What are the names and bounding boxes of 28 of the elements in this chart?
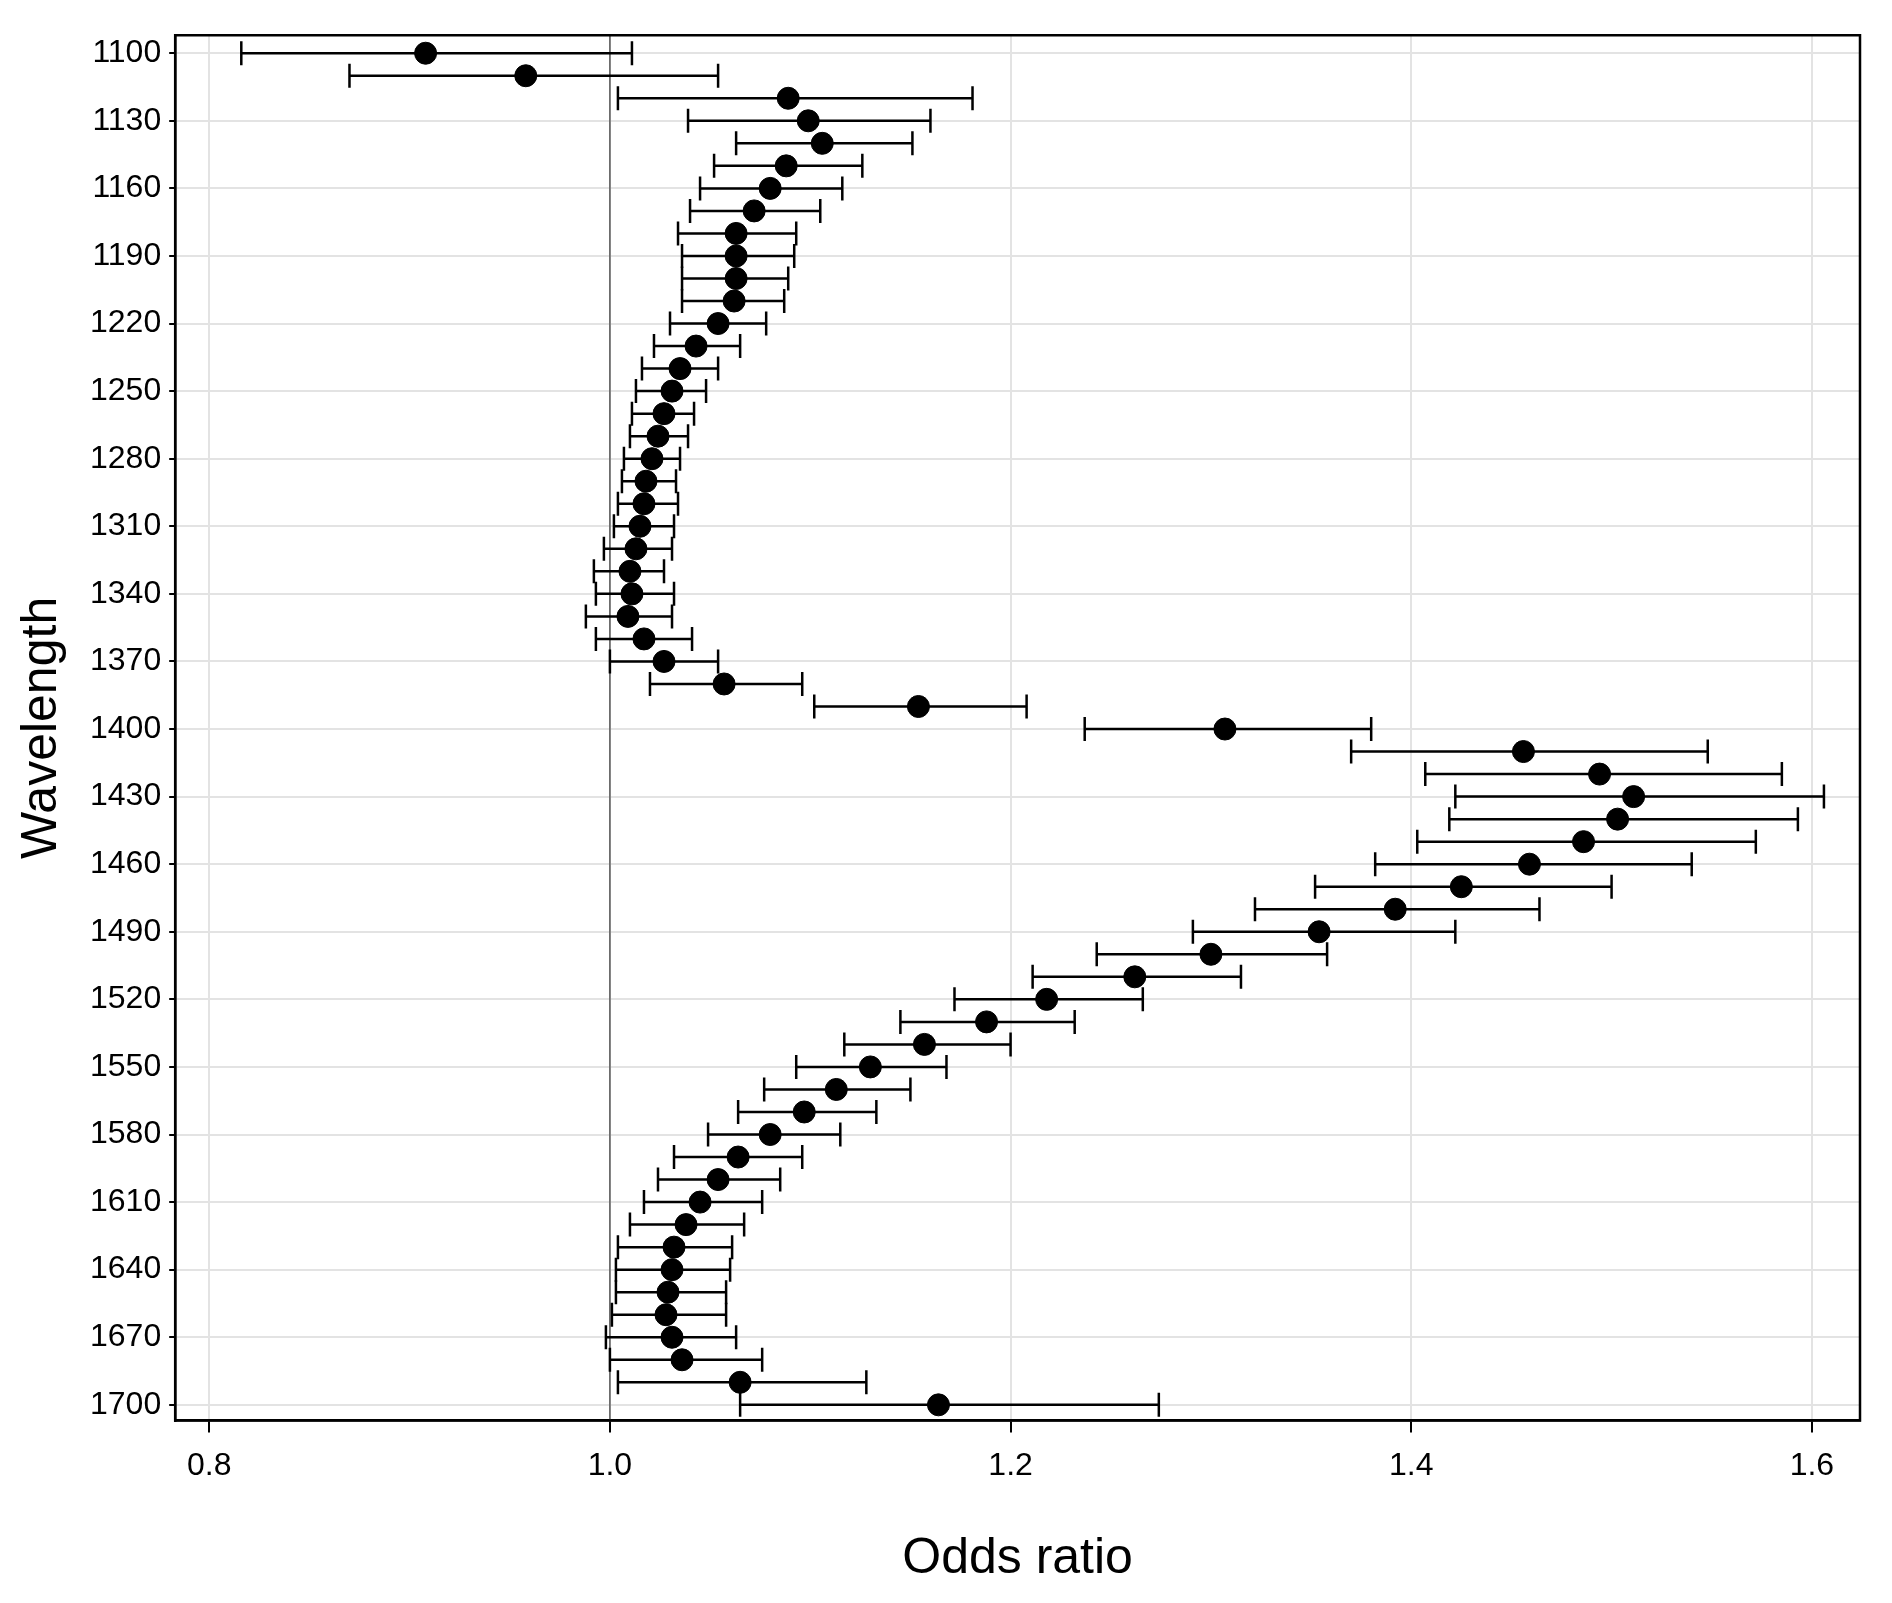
- y-tick-label: 1370: [90, 641, 162, 678]
- y-tick-label: 1310: [90, 506, 162, 543]
- x-tick-label: 1.0: [587, 1445, 633, 1482]
- y-tick-label: 1520: [90, 979, 162, 1016]
- y-axis-title: Wavelength: [10, 596, 67, 859]
- y-tick-label: 1490: [90, 911, 162, 948]
- y-tick-label: 1580: [90, 1114, 162, 1151]
- x-axis-title: Odds ratio: [902, 1527, 1133, 1584]
- y-tick-label: 1280: [90, 438, 162, 475]
- x-tick-label: 1.4: [1389, 1445, 1434, 1482]
- y-tick-label: 1550: [90, 1046, 162, 1083]
- y-tick-label: 1700: [90, 1384, 162, 1421]
- y-tick-label: 1250: [90, 370, 162, 407]
- x-tick-label: 1.6: [1789, 1445, 1835, 1482]
- y-tick-label: 1460: [90, 844, 162, 881]
- y-tick-label: 1100: [92, 33, 162, 70]
- y-tick-label: 1400: [90, 708, 162, 745]
- x-tick-label: 1.2: [988, 1445, 1033, 1482]
- y-tick-label: 1610: [90, 1181, 162, 1218]
- y-tick-label: 1130: [92, 100, 162, 137]
- y-tick-label: 1220: [90, 303, 162, 340]
- y-tick-label: 1160: [92, 168, 162, 205]
- y-tick-label: 1670: [90, 1317, 162, 1354]
- y-tick-label: 1430: [90, 776, 162, 813]
- y-tick-label: 1640: [90, 1249, 162, 1286]
- y-tick-label: 1190: [92, 235, 162, 272]
- x-tick-label: 0.8: [187, 1445, 232, 1482]
- y-tick-label: 1340: [90, 573, 162, 610]
